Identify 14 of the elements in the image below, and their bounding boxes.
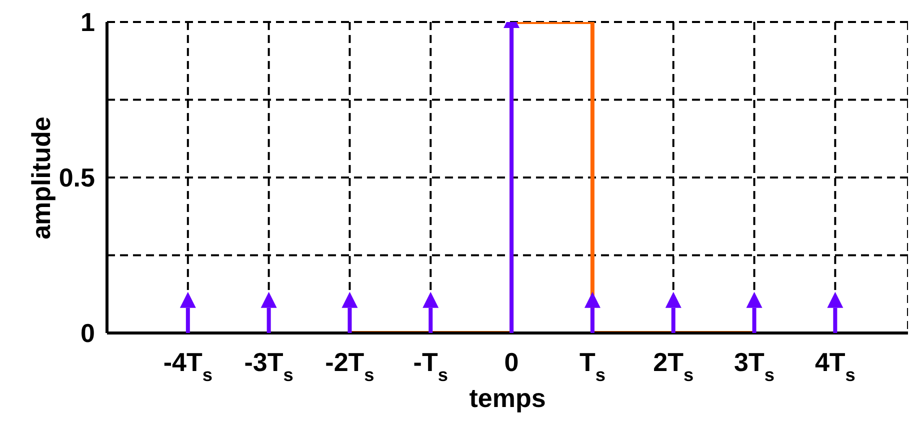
x-axis-title: temps bbox=[469, 383, 546, 413]
x-tick-label: T$_{s}$ bbox=[579, 347, 606, 385]
y-tick-label: 0.5 bbox=[58, 162, 95, 192]
y-tick-label: 1 bbox=[80, 7, 95, 37]
x-tick-label: -3T$_{s}$ bbox=[244, 347, 294, 385]
x-tick-label: 3T$_{s}$ bbox=[734, 347, 775, 385]
x-tick-label: -2T$_{s}$ bbox=[325, 347, 374, 385]
y-tick-label: 0 bbox=[80, 318, 95, 348]
x-tick-label: 2T$_{s}$ bbox=[653, 347, 694, 385]
y-axis-title: amplitude bbox=[26, 116, 57, 239]
x-tick-label: 0 bbox=[504, 347, 519, 377]
x-tick-label: -4T$_{s}$ bbox=[163, 347, 212, 385]
x-tick-label: 4T$_{s}$ bbox=[814, 347, 856, 385]
x-tick-label: -T$_{s}$ bbox=[413, 347, 448, 385]
